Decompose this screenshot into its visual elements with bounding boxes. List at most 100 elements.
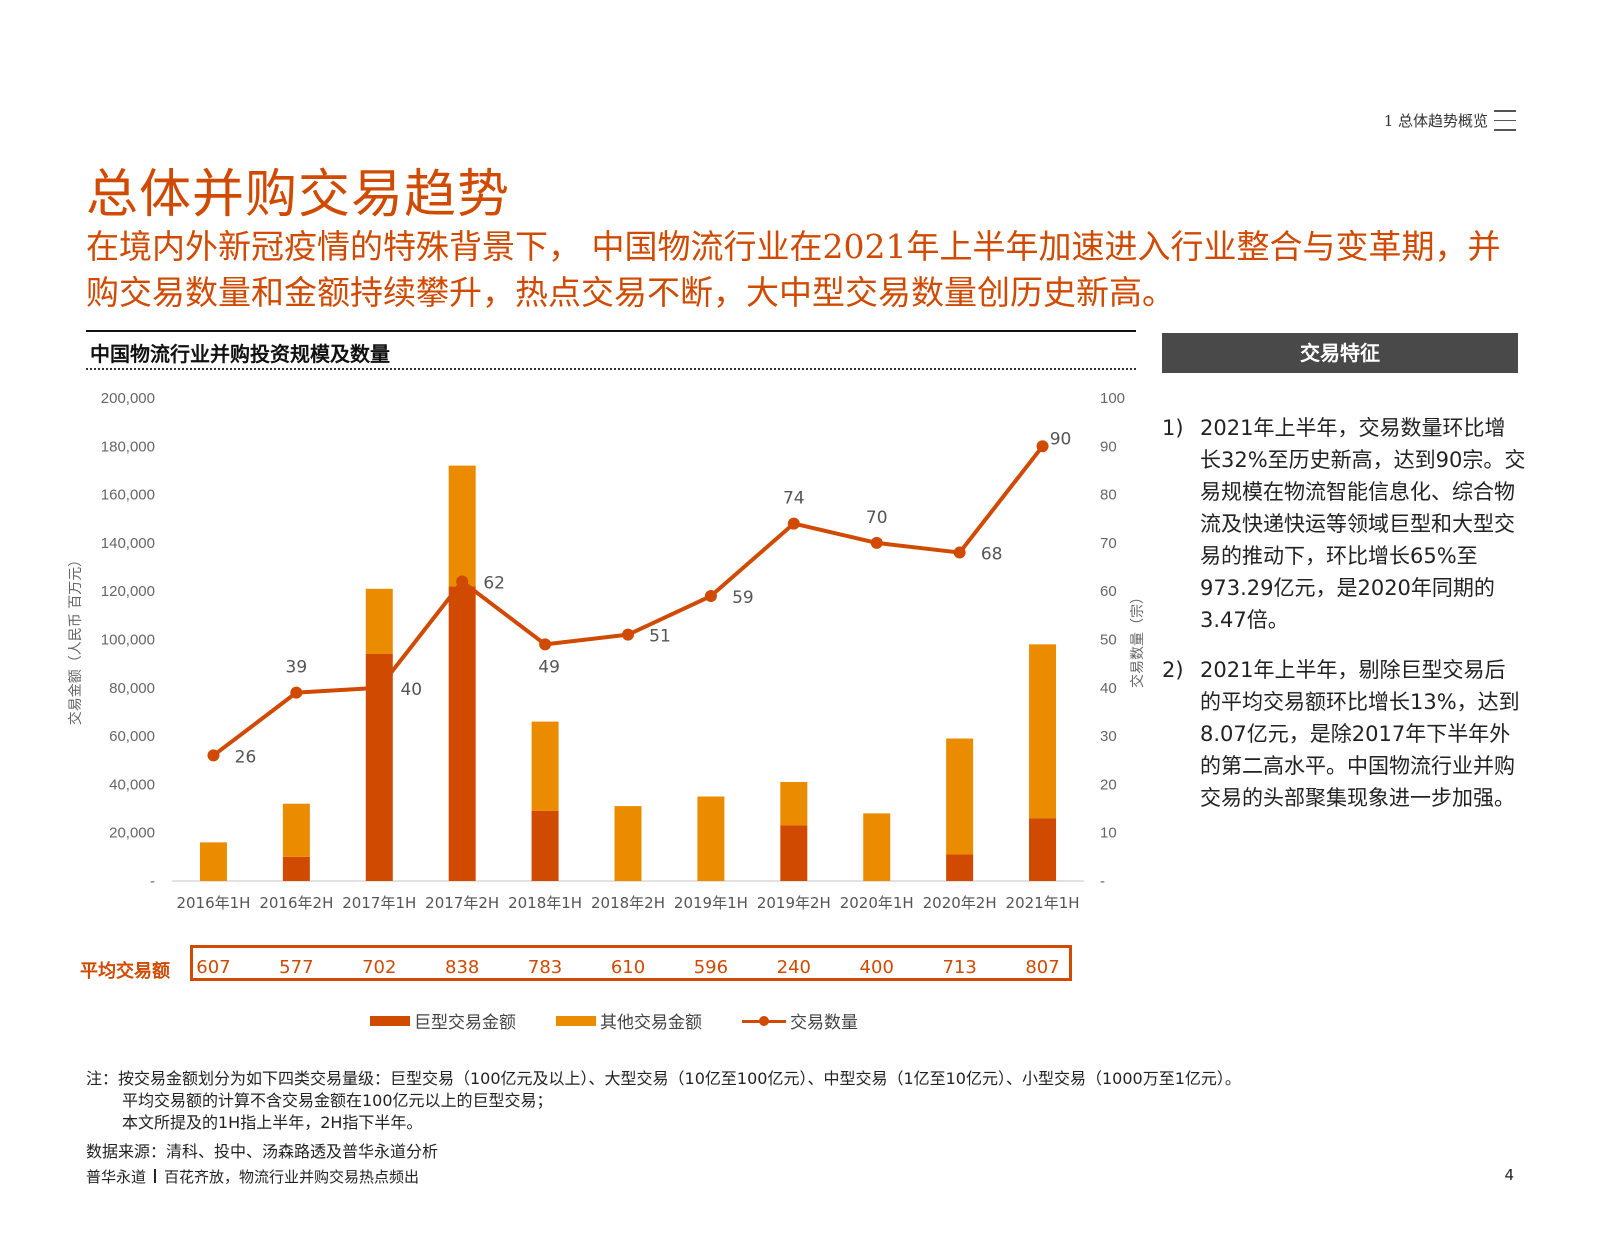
right-axis-tick-label: 50 — [1100, 632, 1117, 649]
left-axis-tick-label: - — [150, 873, 155, 890]
footer-brand: 普华永道 — [86, 1168, 147, 1186]
page-number: 4 — [1504, 1166, 1514, 1184]
note-line: 注：按交易金额划分为如下四类交易量级：巨型交易（100亿元及以上）、大型交易（1… — [86, 1069, 1241, 1088]
data-source: 数据来源：清科、投中、汤森路透及普华永道分析 — [86, 1142, 439, 1161]
line-point — [207, 749, 220, 762]
line-point — [456, 575, 469, 588]
legend-swatch — [370, 1015, 410, 1026]
x-axis-tick-label: 2017年2H — [425, 894, 499, 912]
left-axis-tick-label: 80,000 — [109, 680, 155, 697]
line-point — [704, 590, 717, 603]
left-axis-tick-label: 200,000 — [101, 390, 155, 407]
bar-other — [282, 803, 310, 857]
x-axis-tick-label: 2020年2H — [923, 894, 997, 912]
line-data-label: 68 — [981, 545, 1003, 565]
x-axis-tick-label: 2016年2H — [259, 894, 333, 912]
line-data-label: 74 — [783, 489, 805, 509]
bar-other — [1029, 644, 1057, 819]
bar-other — [448, 465, 476, 587]
notes: 注：按交易金额划分为如下四类交易量级：巨型交易（100亿元及以上）、大型交易（1… — [86, 1068, 1241, 1134]
chart-title: 中国物流行业并购投资规模及数量 — [90, 342, 390, 366]
left-axis-tick-label: 180,000 — [101, 438, 155, 455]
section-tag: 1 总体趋势概览 — [1383, 112, 1488, 130]
page-title: 总体并购交易趋势 — [86, 165, 511, 225]
note-line: 本文所提及的1H指上半年，2H指下半年。 — [122, 1113, 423, 1132]
line-data-label: 40 — [400, 680, 422, 700]
bar-other — [614, 806, 642, 881]
avg-deal-value: 783 — [527, 957, 563, 978]
avg-deal-value: 577 — [279, 957, 314, 978]
bar-other — [199, 842, 227, 881]
line-data-label: 59 — [732, 588, 754, 608]
line-point — [539, 638, 552, 651]
x-axis-tick-label: 2021年1H — [1006, 894, 1080, 912]
x-axis-tick-label: 2018年1H — [508, 894, 582, 912]
line-data-label: 51 — [649, 627, 671, 647]
feature-item: 2) 2021年上半年，剔除巨型交易后的平均交易额环比增长13%，达到8.07亿… — [1162, 654, 1526, 814]
legend-line-marker — [742, 1015, 786, 1027]
chart-top-rule — [86, 330, 1136, 332]
bar-other — [780, 781, 808, 826]
right-axis-title: 交易数量（宗） — [1129, 590, 1146, 688]
feature-text: 2021年上半年，交易数量环比增长32%至历史新高，达到90宗。交易规模在物流智… — [1200, 416, 1526, 632]
bar-giant — [531, 810, 559, 881]
line-data-label: 90 — [1050, 429, 1072, 449]
line-data-label: 26 — [235, 747, 257, 767]
left-axis-title: 交易金额（人民币 百万元） — [67, 553, 84, 725]
x-axis-tick-label: 2019年1H — [674, 894, 748, 912]
bar-giant — [780, 825, 808, 881]
feature-text: 2021年上半年，剔除巨型交易后的平均交易额环比增长13%，达到8.07亿元，是… — [1200, 658, 1520, 810]
note-line: 平均交易额的计算不含交易金额在100亿元以上的巨型交易； — [122, 1091, 553, 1110]
features-header: 交易特征 — [1162, 333, 1518, 373]
feature-item: 1) 2021年上半年，交易数量环比增长32%至历史新高，达到90宗。交易规模在… — [1162, 412, 1526, 636]
avg-deal-value: 807 — [1025, 957, 1060, 978]
x-axis-tick-label: 2017年1H — [342, 894, 416, 912]
left-axis-tick-label: 60,000 — [109, 728, 155, 745]
feature-number: 1) — [1162, 416, 1184, 440]
right-axis-tick-label: 20 — [1100, 776, 1117, 793]
avg-deal-box: 607 577 702 838 783 610 596 240 400 713 … — [190, 945, 1072, 981]
right-axis-tick-label: 60 — [1100, 583, 1117, 600]
bar-other — [697, 796, 725, 881]
x-axis-tick-label: 2016年1H — [176, 894, 250, 912]
footer-title: 百花齐放，物流行业并购交易热点频出 — [164, 1168, 420, 1186]
line-data-label: 49 — [538, 657, 560, 677]
legend-label: 其他交易金额 — [600, 1013, 702, 1033]
avg-deal-value: 713 — [942, 957, 977, 978]
bar-other — [365, 588, 393, 654]
legend-item: 巨型交易金额 — [370, 1008, 516, 1033]
bar-other — [946, 738, 974, 855]
right-axis-tick-label: 70 — [1100, 535, 1117, 552]
avg-deal-value: 838 — [444, 957, 480, 978]
line-point — [373, 681, 386, 694]
chart-legend: 巨型交易金额 其他交易金额 交易数量 — [0, 1008, 1600, 1034]
avg-deal-value: 596 — [693, 957, 729, 978]
x-axis-tick-label: 2018年2H — [591, 894, 665, 912]
legend-item: 交易数量 — [742, 1008, 858, 1033]
avg-deal-label: 平均交易额 — [80, 961, 170, 982]
left-axis-tick-label: 20,000 — [109, 825, 155, 842]
right-axis-tick-label: 90 — [1100, 438, 1117, 455]
left-axis-tick-label: 40,000 — [109, 776, 155, 793]
line-deal-count — [212, 445, 1045, 758]
right-axis-tick-label: 30 — [1100, 728, 1117, 745]
avg-deal-value: 607 — [196, 957, 231, 978]
features-list: 1) 2021年上半年，交易数量环比增长32%至历史新高，达到90宗。交易规模在… — [1162, 412, 1526, 832]
bar-other — [531, 721, 559, 811]
footer: 普华永道 百花齐放，物流行业并购交易热点频出 — [86, 1166, 419, 1187]
line-point — [290, 686, 303, 699]
x-axis-tick-label: 2020年1H — [840, 894, 914, 912]
legend-item: 其他交易金额 — [556, 1008, 702, 1033]
right-axis-tick-label: 10 — [1100, 825, 1117, 842]
legend-label: 交易数量 — [790, 1013, 858, 1033]
left-axis-tick-label: 120,000 — [101, 583, 155, 600]
line-point — [1036, 440, 1049, 453]
feature-number: 2) — [1162, 658, 1184, 682]
line-point — [787, 517, 800, 530]
x-axis-tick-label: 2019年2H — [757, 894, 831, 912]
bar-giant — [946, 854, 974, 881]
line-data-label: 62 — [483, 574, 505, 594]
right-axis-tick-label: - — [1100, 873, 1105, 890]
menu-lines-icon — [1494, 110, 1516, 131]
